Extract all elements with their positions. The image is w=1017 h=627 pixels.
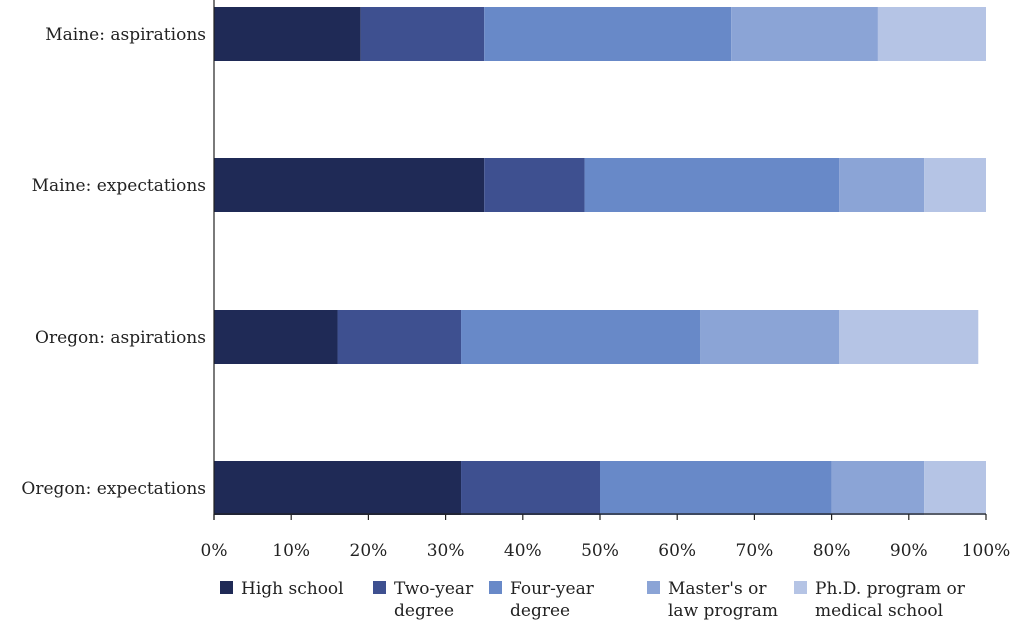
bar-oregon-aspirations-ph-d-program-or-medical-school <box>839 310 979 364</box>
x-tick-label: 100% <box>962 541 1011 561</box>
bar-maine-aspirations-high-school <box>214 7 361 61</box>
legend-swatch-master-s-or-law-program <box>647 581 660 594</box>
category-label: Oregon: aspirations <box>35 328 206 348</box>
x-tick-label: 30% <box>427 541 465 561</box>
category-label: Maine: aspirations <box>45 25 206 45</box>
category-labels: Maine: aspirations Maine: expectations Ore… <box>21 25 206 499</box>
legend-swatch-four-year-degree <box>489 581 502 594</box>
x-tick-label: 40% <box>504 541 542 561</box>
legend-label-master-s-or-law-program: law program <box>668 601 778 621</box>
bars <box>214 7 986 515</box>
category-label: Maine: expectations <box>32 176 206 196</box>
legend-label-two-year-degree: degree <box>394 601 454 621</box>
bar-maine-expectations-master-s-or-law-program <box>839 158 925 212</box>
x-axis: 0% 10% 20% 30% 40% 50% 60% 70% 80% 90% 100% <box>201 0 1011 561</box>
legend-swatch-high-school <box>220 581 233 594</box>
bar-oregon-expectations-master-s-or-law-program <box>831 461 925 515</box>
bar-oregon-expectations-four-year-degree <box>600 461 832 515</box>
legend-label-ph-d-program-or-medical-school: medical school <box>815 601 943 621</box>
bar-oregon-aspirations-two-year-degree <box>337 310 462 364</box>
x-tick-label: 60% <box>658 541 696 561</box>
bar-maine-expectations-ph-d-program-or-medical-school <box>924 158 986 212</box>
bar-maine-aspirations-master-s-or-law-program <box>731 7 878 61</box>
bar-maine-aspirations-ph-d-program-or-medical-school <box>877 7 986 61</box>
legend-label-high-school: High school <box>241 579 344 599</box>
bar-maine-expectations-two-year-degree <box>484 158 585 212</box>
bar-oregon-expectations-ph-d-program-or-medical-school <box>924 461 986 515</box>
legend-label-four-year-degree: Four-year <box>510 579 595 599</box>
legend: High school Two-yeardegreeFour-yeardegree… <box>220 579 966 621</box>
x-tick-label: 10% <box>272 541 310 561</box>
bar-maine-expectations-four-year-degree <box>584 158 840 212</box>
legend-label-ph-d-program-or-medical-school: Ph.D. program or <box>815 579 966 599</box>
x-tick-label: 90% <box>890 541 928 561</box>
legend-label-two-year-degree: Two-year <box>394 579 474 599</box>
x-tick-label: 70% <box>736 541 774 561</box>
bar-oregon-aspirations-four-year-degree <box>461 310 701 364</box>
legend-label-master-s-or-law-program: Master's or <box>668 579 767 599</box>
legend-swatch-ph-d-program-or-medical-school <box>794 581 807 594</box>
x-tick-label: 0% <box>201 541 228 561</box>
bar-oregon-expectations-two-year-degree <box>461 461 600 515</box>
x-tick-label: 80% <box>813 541 851 561</box>
x-tick-label: 20% <box>350 541 388 561</box>
bar-maine-aspirations-two-year-degree <box>360 7 485 61</box>
legend-swatch-two-year-degree <box>373 581 386 594</box>
bar-oregon-expectations-high-school <box>214 461 462 515</box>
x-tick-label: 50% <box>581 541 619 561</box>
bar-oregon-aspirations-high-school <box>214 310 338 364</box>
legend-label-four-year-degree: degree <box>510 601 570 621</box>
category-label: Oregon: expectations <box>21 479 206 499</box>
bar-oregon-aspirations-master-s-or-law-program <box>700 310 840 364</box>
bar-maine-aspirations-four-year-degree <box>484 7 732 61</box>
bar-maine-expectations-high-school <box>214 158 485 212</box>
